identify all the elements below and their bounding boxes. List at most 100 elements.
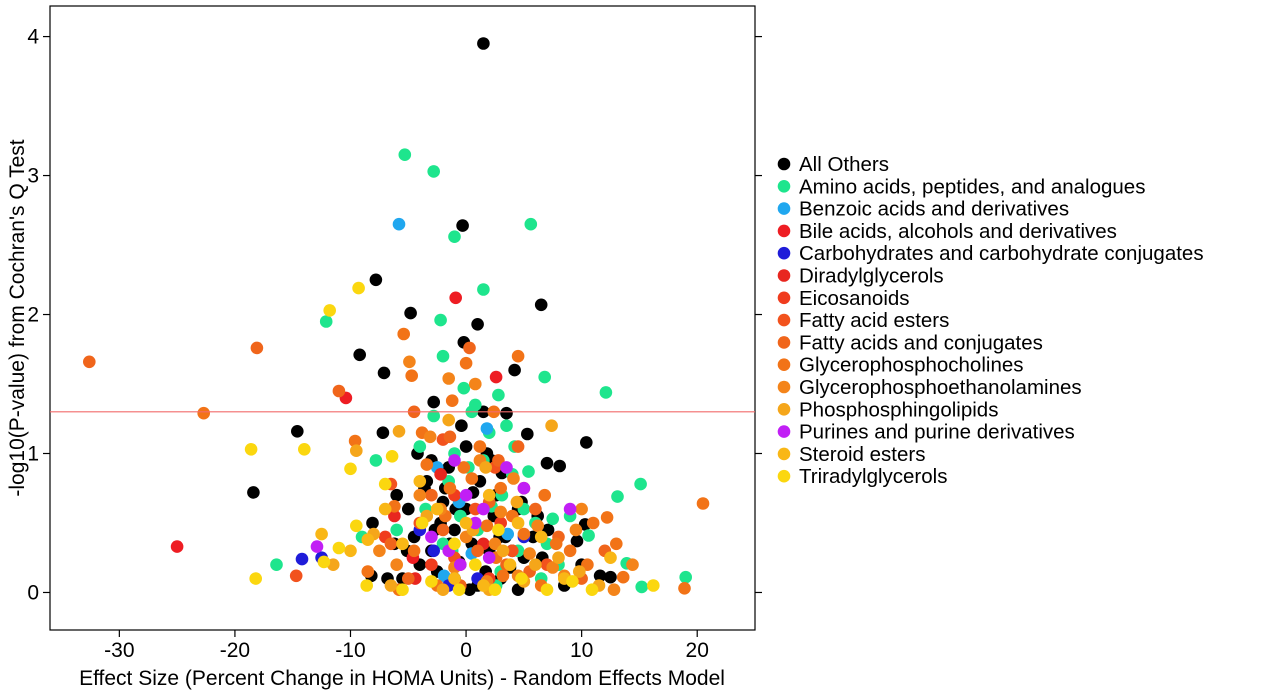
points-layer <box>83 37 710 596</box>
data-point <box>298 443 311 456</box>
data-point <box>197 406 210 420</box>
data-point <box>492 388 505 402</box>
data-point <box>425 575 438 588</box>
data-point <box>570 534 584 548</box>
data-point <box>344 544 357 558</box>
data-point <box>604 551 617 564</box>
data-point <box>534 298 548 312</box>
y-tick-label: 0 <box>27 581 39 604</box>
y-tick-label: 2 <box>27 304 39 327</box>
x-tick-label: 0 <box>460 639 472 662</box>
data-point <box>582 529 595 542</box>
data-point <box>425 558 438 571</box>
data-point <box>482 488 496 502</box>
data-point <box>496 544 510 558</box>
x-tick-label: -10 <box>335 639 365 662</box>
plot-frame <box>49 5 756 631</box>
data-point <box>289 569 303 583</box>
data-point <box>580 436 593 449</box>
data-point <box>626 558 639 571</box>
x-tick-label: -30 <box>104 639 134 662</box>
data-point <box>244 443 258 456</box>
data-point <box>427 544 441 558</box>
y-tick-label: 4 <box>27 26 39 49</box>
legend-marker <box>777 336 791 349</box>
data-point <box>463 341 476 355</box>
data-point <box>291 425 304 438</box>
data-point <box>616 570 630 584</box>
data-point <box>586 516 600 530</box>
data-point <box>465 472 479 485</box>
data-point <box>549 537 563 551</box>
data-point <box>517 481 531 495</box>
data-point <box>575 502 588 516</box>
data-point <box>350 519 363 533</box>
data-point <box>469 398 482 412</box>
data-point <box>430 502 444 516</box>
data-point <box>352 281 365 295</box>
data-point <box>413 475 427 488</box>
data-point <box>385 450 399 463</box>
data-point <box>457 461 471 474</box>
data-point <box>678 582 691 595</box>
data-point <box>427 395 441 409</box>
data-point <box>477 37 490 50</box>
data-point <box>469 516 482 530</box>
legend-label: Glycerophosphoethanolamines <box>799 376 1082 399</box>
data-point <box>477 283 490 296</box>
x-tick-label: 10 <box>570 639 593 662</box>
data-point <box>378 502 392 516</box>
data-point <box>373 544 386 558</box>
legend-marker <box>777 469 791 483</box>
data-point <box>442 413 456 427</box>
data-point <box>413 488 427 502</box>
data-point <box>538 370 551 384</box>
legend-marker <box>777 358 791 372</box>
legend-label: Bile acids, alcohols and derivatives <box>799 220 1117 243</box>
data-point <box>492 523 505 537</box>
data-point <box>459 440 473 453</box>
data-point <box>459 516 473 530</box>
data-point <box>369 454 383 467</box>
data-point <box>361 533 375 546</box>
data-point <box>436 523 450 537</box>
data-point <box>473 440 487 453</box>
legend-marker <box>777 380 791 394</box>
data-point <box>459 356 473 370</box>
data-point <box>427 165 441 178</box>
data-point <box>436 349 450 363</box>
data-point <box>477 502 490 516</box>
data-point <box>635 580 648 594</box>
data-point <box>563 544 577 558</box>
data-point <box>405 369 419 383</box>
legend-label: Fatty acid esters <box>799 309 949 332</box>
data-point <box>317 555 331 569</box>
data-point <box>443 481 457 495</box>
data-point <box>496 569 510 583</box>
data-point <box>384 537 398 551</box>
data-point <box>415 516 429 530</box>
data-point <box>480 422 494 435</box>
data-point <box>469 558 482 571</box>
data-point <box>390 523 404 537</box>
legend-marker <box>777 403 791 416</box>
data-point <box>377 366 391 380</box>
data-point <box>448 537 461 551</box>
data-point <box>593 569 607 583</box>
ticks-layer: -30 -20 -10 0 10 20 0 1 2 3 4 <box>27 6 762 662</box>
data-point <box>448 523 461 537</box>
data-point <box>250 341 264 355</box>
data-point <box>600 511 614 524</box>
data-point <box>448 572 461 585</box>
data-point <box>569 523 583 537</box>
data-point <box>494 481 508 495</box>
data-point <box>392 425 406 438</box>
data-point <box>390 558 404 571</box>
data-point <box>471 544 484 558</box>
data-point <box>457 381 471 395</box>
data-point <box>392 217 406 231</box>
data-point <box>427 409 441 423</box>
data-point <box>384 579 398 592</box>
data-point <box>425 530 438 544</box>
